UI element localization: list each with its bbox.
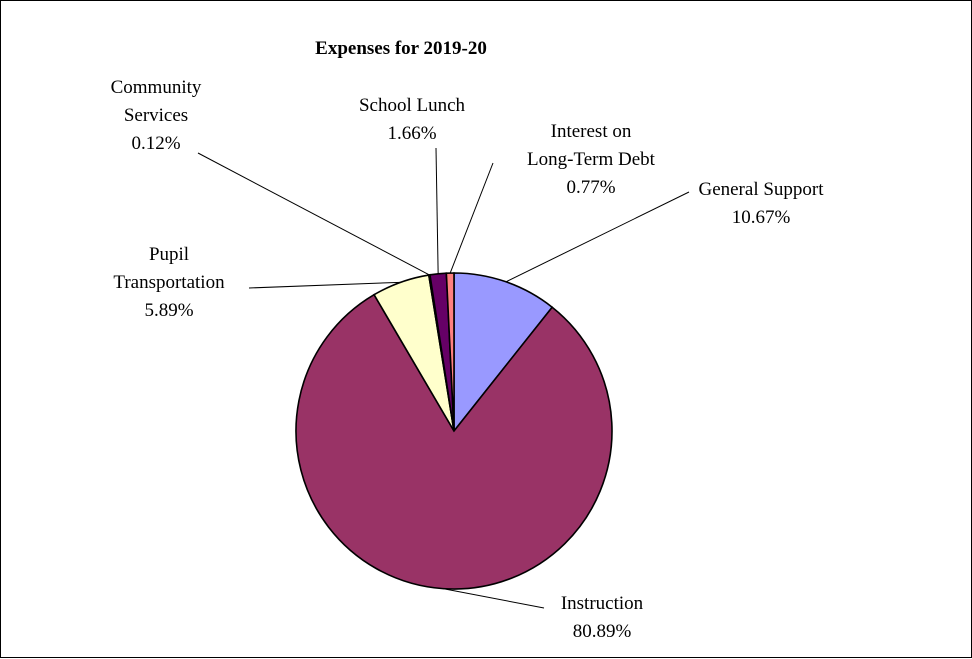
slice-name-label: General Support	[698, 179, 824, 200]
slice-labels: General Support 10.67% Instruction 80.89% Pu…	[111, 77, 825, 642]
leader-lines	[197, 147, 690, 609]
leader-line	[435, 147, 439, 274]
pie-slice-instruction	[295, 293, 613, 590]
chart-title: Expenses for 2019-20	[315, 38, 487, 59]
pie-slices	[295, 272, 613, 590]
slice-value-label: 10.67%	[732, 207, 791, 228]
slice-name-label: Instruction	[561, 593, 644, 614]
slice-value-label: 5.89%	[144, 300, 193, 321]
slice-name-label: School Lunch	[359, 95, 466, 116]
leader-line	[449, 162, 494, 274]
pie-slice-interest-on-long-term-debt	[445, 272, 455, 432]
slice-name-label: Pupil	[149, 244, 189, 265]
slice-value-label: 0.12%	[131, 133, 180, 154]
slice-name-label: Interest on	[551, 121, 632, 142]
slice-value-label: 80.89%	[573, 621, 632, 642]
slice-name-label: Transportation	[113, 272, 225, 293]
slice-name-label: Services	[124, 105, 188, 126]
leader-line	[197, 152, 430, 276]
slice-value-label: 0.77%	[566, 177, 615, 198]
slice-value-label: 1.66%	[387, 123, 436, 144]
leader-line	[505, 191, 690, 283]
leader-line	[442, 588, 545, 609]
pie-slice-general-support	[453, 272, 554, 434]
slice-name-label: Community	[111, 77, 202, 98]
leader-line	[248, 281, 401, 289]
slice-name-label: Long-Term Debt	[527, 149, 656, 170]
